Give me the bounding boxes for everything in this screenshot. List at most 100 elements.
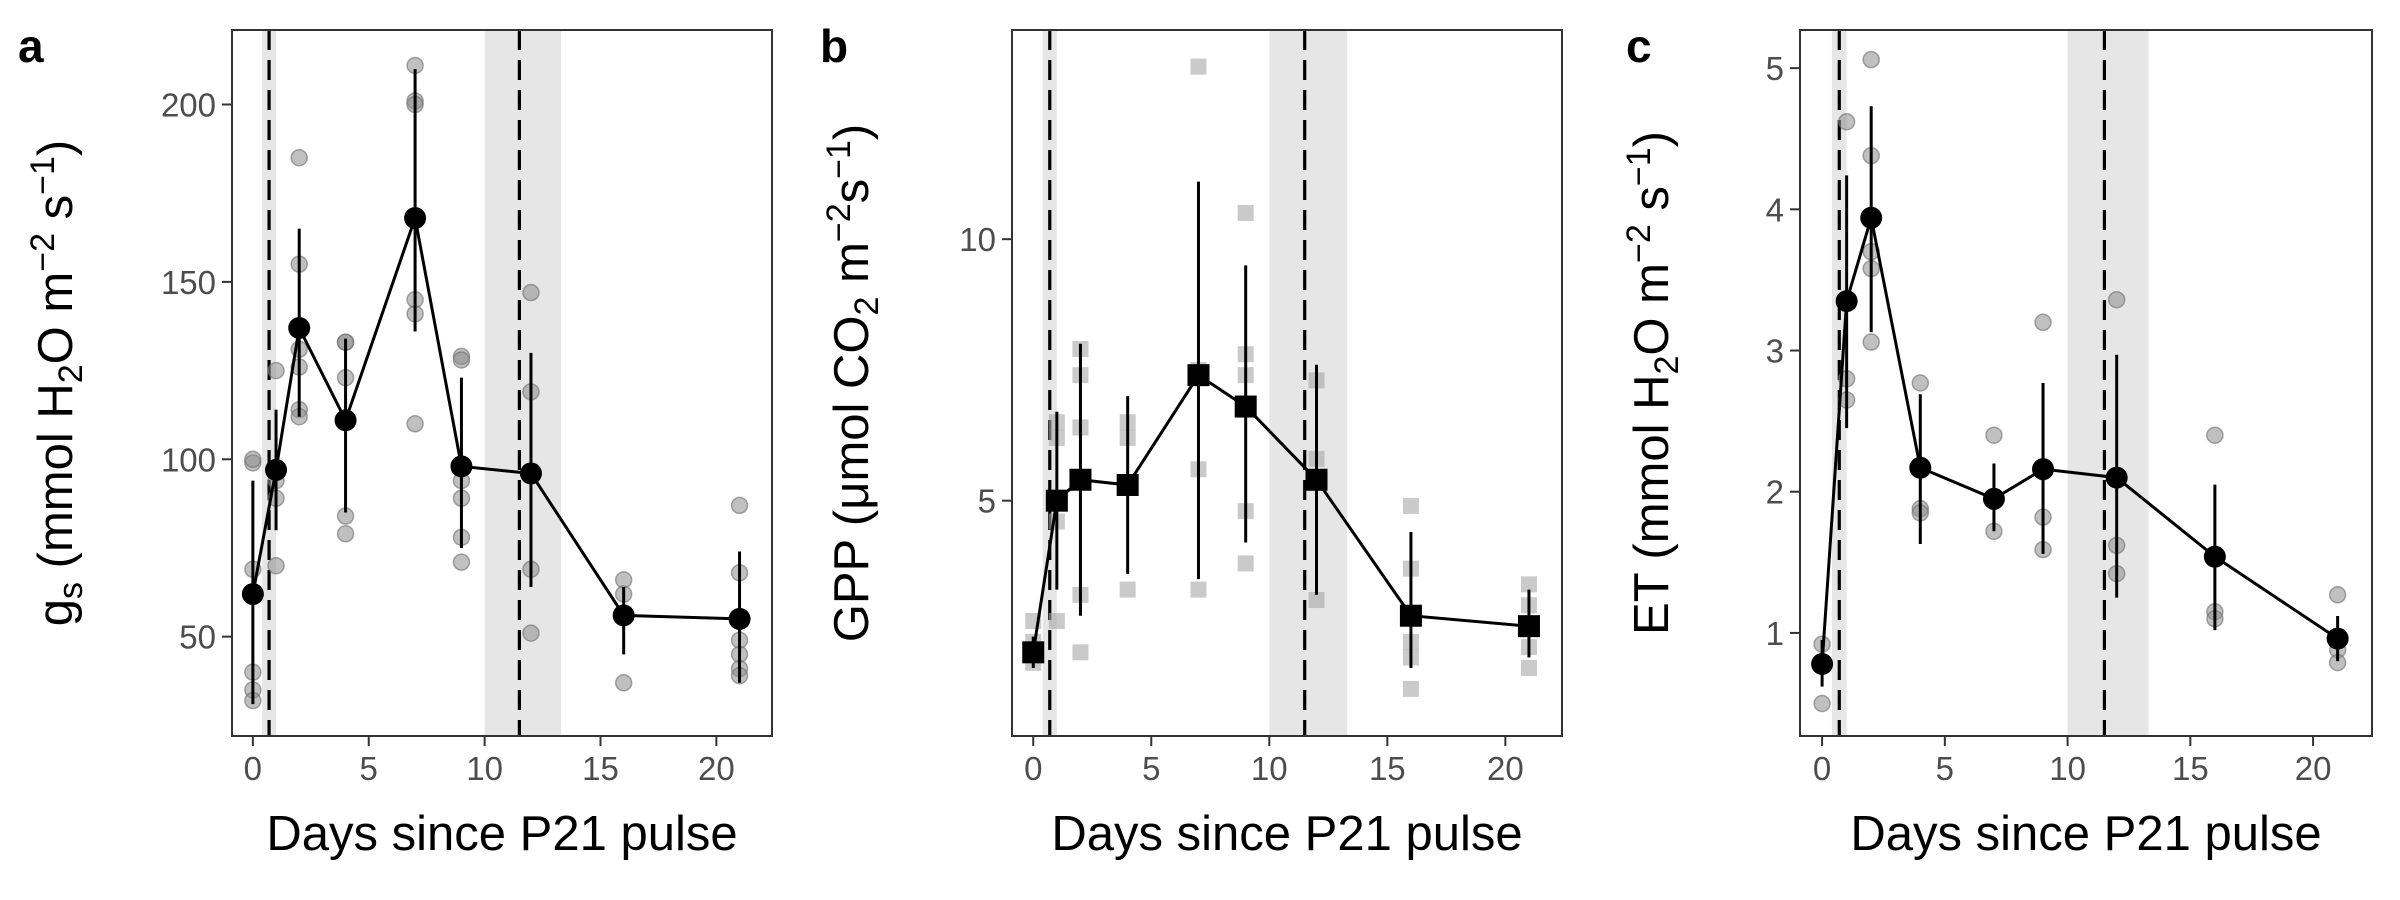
raw-point [2034,313,2052,332]
raw-point [522,283,540,302]
mean-point [288,317,311,340]
mean-point [2203,545,2226,568]
raw-point [1985,426,2003,444]
y-tick-label: 50 [179,619,216,656]
x-tick-label: 0 [244,750,262,787]
raw-point [1237,555,1254,572]
raw-point [452,351,471,369]
raw-point [267,556,285,575]
raw-point [1911,374,1930,392]
raw-point [2206,426,2224,444]
panel-letter: a [18,20,44,72]
panel-letter: c [1626,20,1652,72]
mean-point [1234,395,1257,418]
shaded-region [1269,30,1348,736]
mean-point [1517,615,1540,638]
mean-point [2032,458,2055,481]
mean-point [1982,487,2005,510]
panel-letter: b [820,20,848,72]
mean-point [1835,290,1858,313]
x-axis-title: Days since P21 pulse [266,807,737,861]
shaded-region [484,30,562,736]
y-tick-label: 100 [161,441,216,478]
mean-point [404,207,427,230]
x-tick-label: 20 [1487,750,1524,787]
raw-point [1520,660,1537,677]
mean-point [334,409,357,432]
raw-point [1119,581,1136,598]
mean-point [728,607,751,630]
y-tick-label: 1 [1766,615,1784,652]
mean-point [1022,641,1045,664]
mean-point [1305,468,1328,491]
raw-point [1190,58,1207,75]
panel-b: 0 5 10 15 20 5 10 Days since P21 pulse GPP (μmol… [820,20,1563,861]
plot-area-border [1011,29,1563,737]
raw-point [1402,497,1419,514]
raw-point [406,415,424,433]
raw-point [1072,644,1089,661]
x-tick-label: 20 [698,750,735,787]
x-tick-label: 20 [2295,750,2332,787]
y-tick-label: 5 [978,483,996,520]
raw-point [730,496,749,515]
y-tick-label: 200 [161,87,216,124]
raw-point [1862,333,1880,351]
y-tick-label: 2 [1766,474,1784,511]
mean-point [265,458,288,481]
x-tick-label: 0 [1024,750,1042,787]
raw-point [2328,586,2347,604]
raw-point [1862,50,1880,69]
raw-point [1520,576,1537,593]
y-tick-label: 5 [1766,50,1784,87]
mean-point [1069,468,1092,491]
x-tick-label: 5 [360,750,378,787]
x-axis-title: Days since P21 pulse [1051,807,1522,861]
raw-point [336,525,355,543]
raw-point [614,674,633,692]
mean-point [1116,473,1139,496]
x-tick-label: 5 [1936,750,1954,787]
mean-point [1399,604,1422,627]
mean-point [1045,489,1068,512]
raw-point [267,361,285,380]
panel-c: 0 5 10 15 20 1 2 3 4 5 Days since P21 pulse ET (mmo… [1620,20,2373,861]
panel-a: 0 5 10 15 20 50 100 150 200 Days since P21 pulse g… [18,20,773,861]
mean-point [612,604,635,627]
raw-point [290,148,308,167]
mean-point [241,583,264,606]
x-tick-label: 15 [1369,750,1406,787]
mean-point [519,462,542,485]
plot-area-border [1799,29,2373,737]
x-tick-label: 10 [466,750,503,787]
y-tick-label: 3 [1766,333,1784,370]
raw-point [1308,592,1325,609]
x-tick-label: 0 [1813,750,1831,787]
raw-point [1190,581,1207,598]
mean-point [450,455,473,478]
raw-point [244,450,262,469]
x-tick-label: 10 [2049,750,2086,787]
raw-point [1048,612,1065,629]
x-tick-label: 5 [1142,750,1160,787]
y-axis-title: ET (mmol H2O m−2 s−1) [1620,131,1686,635]
mean-point [1909,456,1932,479]
mean-point [2105,466,2128,489]
raw-point [1402,680,1419,697]
y-axis-title: gs (mmol H2O m−2 s−1) [24,140,90,626]
x-tick-label: 10 [1251,750,1288,787]
shaded-region [2067,30,2149,736]
y-tick-label: 150 [161,264,216,301]
raw-point [452,553,471,571]
mean-point [1187,364,1210,387]
x-tick-label: 15 [2172,750,2209,787]
raw-point [1237,205,1254,222]
y-tick-label: 4 [1766,191,1784,228]
y-tick-label: 10 [959,221,996,258]
raw-point [2107,290,2126,309]
mean-point [2326,627,2349,650]
plot-area-border [231,29,773,737]
mean-point [1860,206,1883,229]
x-axis-title: Days since P21 pulse [1850,807,2321,861]
